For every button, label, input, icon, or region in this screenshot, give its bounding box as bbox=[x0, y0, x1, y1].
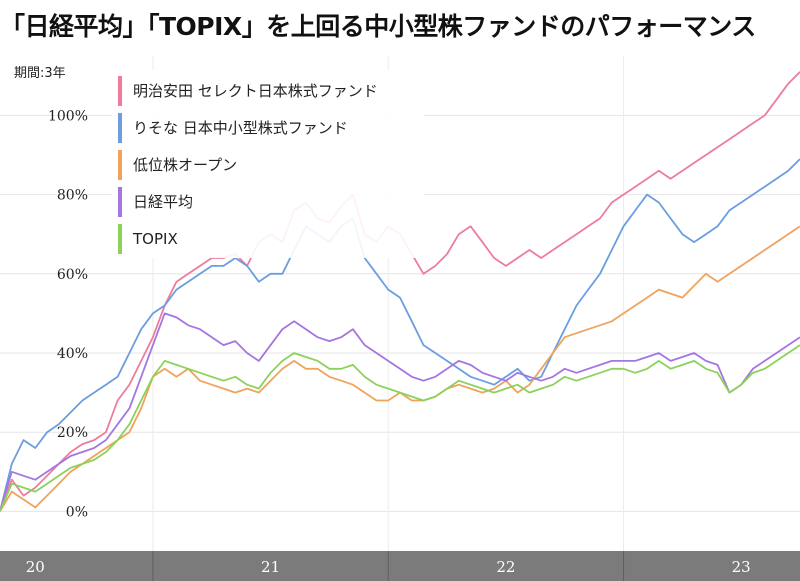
legend-swatch bbox=[118, 76, 122, 106]
legend-background bbox=[112, 70, 424, 258]
chart-title: 「日経平均」「TOPIX」を上回る中小型株ファンドのパフォーマンス bbox=[0, 12, 756, 41]
series-line-3 bbox=[0, 312, 800, 512]
x-tick-label: 21 bbox=[261, 558, 280, 576]
legend-swatch bbox=[118, 113, 122, 143]
y-tick-label: 0% bbox=[66, 504, 88, 520]
legend-label: 明治安田 セレクト日本株式ファンド bbox=[133, 82, 378, 100]
period-label: 期間:3年 bbox=[14, 66, 66, 81]
x-axis: 20 21 22 23 bbox=[0, 551, 800, 581]
legend-label: 低位株オープン bbox=[133, 156, 237, 174]
y-axis: 0% 20% 40% 60% 80% 100% bbox=[48, 108, 88, 520]
legend-label: TOPIX bbox=[132, 230, 178, 248]
legend-swatch bbox=[118, 187, 122, 217]
series-line-4 bbox=[0, 344, 800, 512]
legend-label: 日経平均 bbox=[133, 193, 193, 211]
legend-swatch bbox=[118, 150, 122, 180]
x-tick-label: 20 bbox=[26, 558, 45, 576]
x-axis-bar bbox=[0, 551, 800, 581]
x-tick-label: 22 bbox=[496, 558, 515, 576]
y-tick-label: 40% bbox=[57, 346, 88, 362]
series-lines bbox=[0, 71, 800, 512]
y-tick-label: 80% bbox=[57, 188, 88, 204]
x-tick-label: 23 bbox=[732, 558, 751, 576]
period-label-group: 期間:3年 bbox=[14, 66, 66, 81]
legend-swatch bbox=[118, 224, 122, 254]
y-tick-label: 20% bbox=[57, 425, 88, 441]
y-tick-label: 100% bbox=[48, 108, 88, 124]
legend-label: りそな 日本中小型株式ファンド bbox=[133, 119, 348, 137]
series-line-1 bbox=[0, 158, 800, 512]
y-tick-label: 60% bbox=[57, 267, 88, 283]
